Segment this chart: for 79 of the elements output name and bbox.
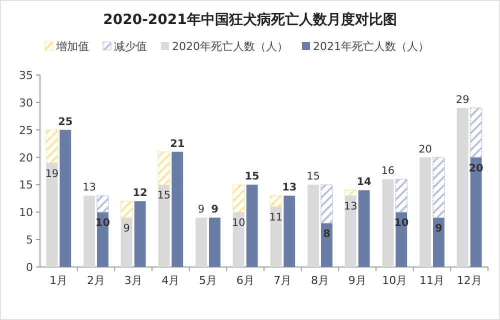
bar: [84, 196, 95, 267]
legend-label: 2021年死亡人数（人）: [313, 40, 429, 53]
bar: [270, 195, 282, 208]
bar: [46, 129, 58, 164]
bar: [209, 218, 220, 267]
data-label: 13: [282, 182, 297, 194]
x-tick-label: 8月: [311, 274, 329, 287]
data-label: 13: [82, 182, 96, 194]
legend-label: 增加值: [55, 40, 89, 53]
bar: [420, 157, 431, 267]
bar: [432, 156, 445, 218]
x-tick-label: 12月: [456, 274, 482, 287]
bar: [46, 162, 58, 267]
bar: [308, 184, 319, 267]
y-tick-label: 0: [26, 261, 33, 274]
x-tick-label: 6月: [236, 274, 254, 287]
bar: [232, 212, 244, 267]
bar: [344, 190, 357, 196]
data-label: 25: [58, 116, 73, 128]
data-label: 12: [132, 187, 148, 200]
bar: [382, 179, 394, 267]
bar: [270, 206, 282, 267]
bar: [456, 108, 468, 267]
bar: [120, 218, 132, 267]
y-tick-label: 35: [19, 69, 33, 82]
bar: [172, 152, 184, 267]
data-label: 16: [381, 165, 395, 178]
bar: [196, 218, 207, 267]
legend-label: 减少值: [114, 40, 147, 53]
x-tick-label: 5月: [199, 274, 217, 287]
data-label: 10: [232, 217, 246, 230]
data-label: 9: [123, 222, 130, 235]
data-label: 9: [211, 204, 218, 216]
x-tick-label: 2月: [87, 274, 105, 287]
bar: [60, 130, 72, 267]
bar: [344, 196, 356, 267]
data-label: 19: [45, 168, 59, 180]
bar: [470, 157, 482, 267]
bar: [134, 201, 146, 267]
data-label: 13: [344, 200, 358, 213]
y-tick-label: 5: [26, 234, 33, 247]
data-label: 8: [323, 228, 330, 240]
y-tick-label: 15: [19, 178, 33, 192]
bar: [470, 108, 482, 158]
y-tick-label: 30: [19, 96, 33, 110]
data-label: 20: [418, 143, 432, 156]
legend-label: 2020年死亡人数（人）: [172, 40, 288, 53]
bar: [284, 196, 296, 267]
bar: [158, 184, 170, 267]
x-tick-label: 3月: [124, 274, 142, 287]
x-tick-label: 7月: [274, 274, 292, 287]
bar: [358, 190, 370, 267]
data-label: 15: [306, 170, 320, 183]
data-label: 14: [356, 176, 372, 188]
x-tick-label: 11月: [420, 274, 444, 287]
data-label: 11: [269, 212, 283, 224]
bar: [158, 151, 170, 186]
bar: [321, 223, 332, 267]
data-label: 21: [170, 138, 185, 150]
x-tick-label: 4月: [162, 274, 180, 287]
data-label: 15: [157, 190, 171, 202]
chart-title: 2020-2021年中国狂犬病死亡人数月度对比图: [103, 11, 397, 28]
bar: [433, 218, 444, 267]
data-label: 29: [456, 94, 470, 106]
bar: [232, 184, 245, 213]
y-tick-label: 20: [19, 151, 33, 164]
data-label: 15: [244, 170, 260, 183]
bar: [246, 184, 258, 267]
x-tick-label: 10月: [382, 274, 408, 287]
data-label: 9: [198, 204, 205, 216]
y-tick-label: 10: [19, 206, 33, 220]
bar: [96, 195, 109, 213]
x-tick-label: 9月: [348, 274, 366, 287]
bar: [320, 184, 333, 224]
y-tick-label: 25: [19, 124, 33, 137]
bar: [395, 178, 408, 213]
bar: [120, 200, 133, 218]
x-tick-label: 1月: [50, 274, 68, 287]
data-label: 9: [435, 222, 442, 235]
